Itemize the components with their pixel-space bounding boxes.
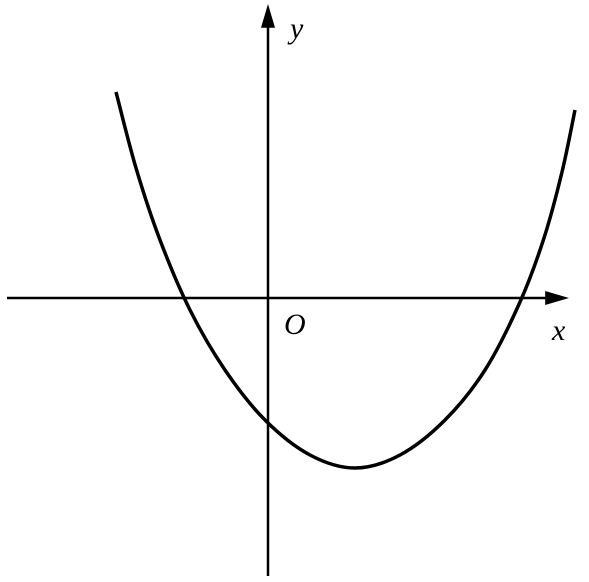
parabola-chart: O x y	[0, 0, 589, 582]
y-axis-label: y	[287, 12, 304, 45]
parabola-curve	[116, 92, 575, 468]
origin-label: O	[284, 308, 306, 341]
y-axis-arrow	[261, 4, 275, 28]
x-axis-label: x	[551, 314, 566, 347]
x-axis-arrow	[545, 291, 569, 305]
